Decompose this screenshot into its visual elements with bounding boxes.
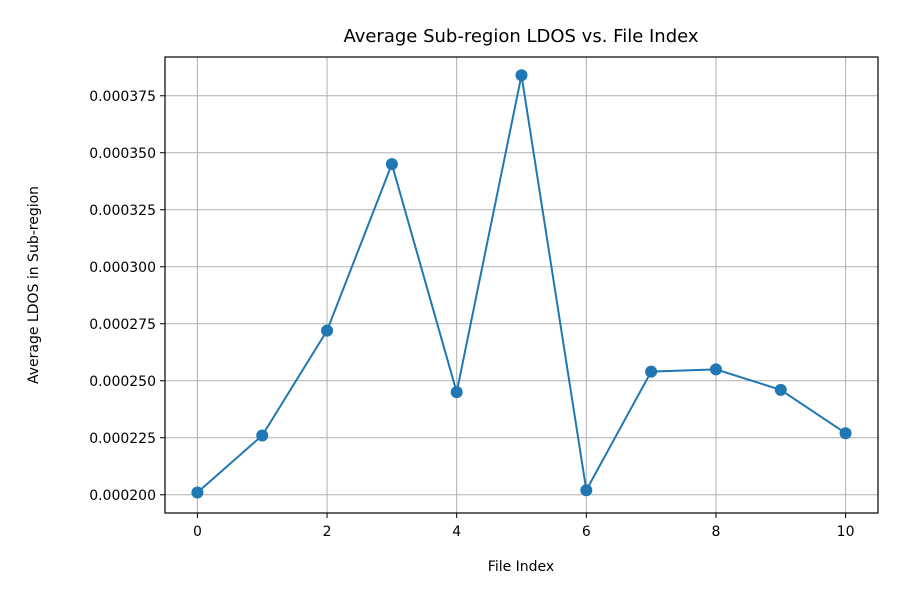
gridlines [165,57,878,513]
series-layer [191,69,852,499]
y-tick-label: 0.000300 [89,260,156,276]
y-tick-label: 0.000225 [89,431,156,447]
y-axis-label: Average LDOS in Sub-region [26,186,42,384]
data-point [256,429,269,442]
chart-title: Average Sub-region LDOS vs. File Index [343,26,698,47]
y-tick-label: 0.000275 [89,317,156,333]
y-tick-label: 0.000250 [89,374,156,390]
y-tick-label: 0.000325 [89,203,156,219]
x-tick-label: 2 [323,524,332,540]
y-tick-label: 0.000350 [89,146,156,162]
data-point [385,158,398,171]
data-point [515,69,528,82]
data-point [645,365,658,378]
data-point [709,363,722,376]
data-point [450,386,463,399]
data-point [774,383,787,396]
x-tick-label: 0 [193,524,202,540]
plot-frame [164,56,879,514]
y-tick-label: 0.000375 [89,89,156,105]
data-point [321,324,334,337]
data-point [839,427,852,440]
y-tick-label: 0.000200 [89,488,156,504]
data-point [580,484,593,497]
x-tick-label: 10 [837,524,855,540]
y-axis-ticks: 0.000200 0.000225 0.000250 0.000275 0.000300… [89,89,165,504]
x-tick-label: 6 [582,524,591,540]
x-tick-label: 8 [711,524,720,540]
data-point [191,486,204,499]
x-axis-ticks: 0 2 4 6 8 10 [193,513,855,540]
x-axis-label: File Index [488,559,554,575]
series-line [196,75,847,494]
x-tick-label: 4 [452,524,461,540]
